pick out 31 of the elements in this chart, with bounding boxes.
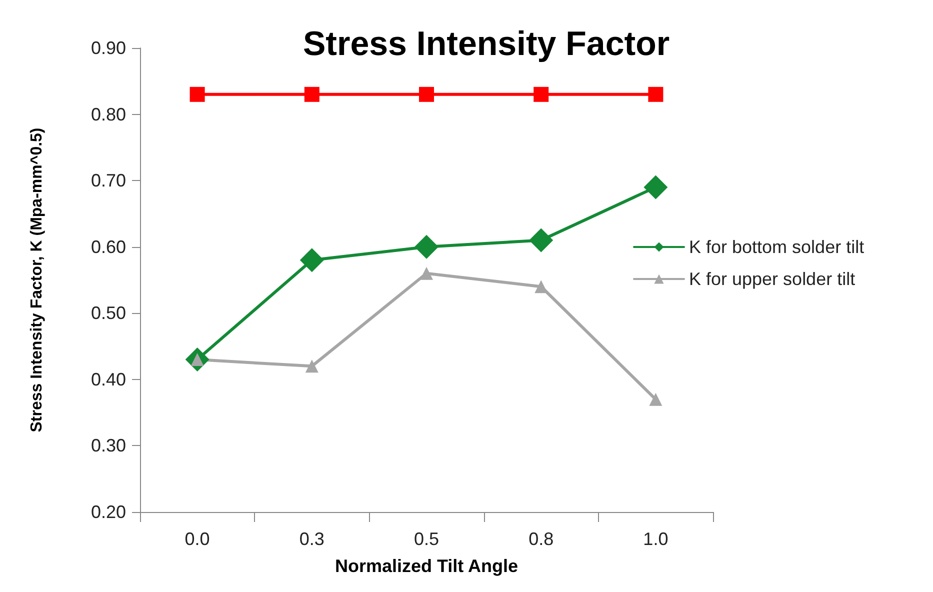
x-tick-label: 0.8 — [528, 529, 554, 549]
point — [529, 228, 554, 252]
x-tick-label: 1.0 — [643, 529, 668, 549]
point — [534, 280, 548, 294]
chart-title: Stress Intensity Factor — [303, 25, 670, 63]
y-tick-label: 0.70 — [90, 170, 126, 191]
x-axis-title: Normalized Tilt Angle — [334, 556, 518, 576]
y-tick-label: 0.20 — [90, 502, 126, 522]
y-tick-label: 0.50 — [90, 303, 126, 324]
point — [304, 86, 320, 102]
point — [644, 175, 668, 200]
y-tick-label: 0.90 — [90, 38, 126, 58]
point — [534, 86, 549, 102]
y-tick-label: 0.60 — [90, 236, 126, 257]
point — [648, 86, 664, 102]
y-tick-label: 0.40 — [90, 369, 126, 390]
point — [414, 234, 438, 259]
x-tick-label: 0.5 — [414, 529, 440, 549]
x-tick-label: 0.0 — [184, 529, 210, 549]
y-tick-label: 0.30 — [90, 436, 126, 456]
point — [190, 86, 205, 102]
point — [419, 86, 434, 102]
y-axis-title: Stress Intensity Factor, K (Mpa-mm^0.5) — [28, 128, 46, 432]
x-tick-label: 0.3 — [299, 529, 324, 549]
legend-label: K for upper solder tilt — [689, 269, 856, 289]
point — [305, 360, 318, 373]
point — [300, 248, 324, 272]
point — [649, 392, 662, 406]
point — [420, 266, 433, 280]
legend-label: K for bottom solder tilt — [689, 237, 864, 257]
y-tick-label: 0.80 — [90, 104, 126, 124]
